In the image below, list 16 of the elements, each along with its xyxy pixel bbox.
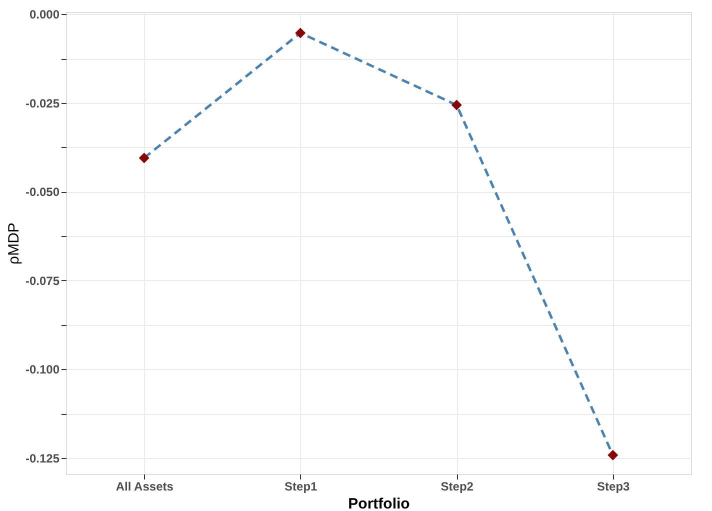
y-tick-label: -0.125 — [25, 452, 60, 466]
x-tick-label: Step3 — [597, 480, 630, 494]
y-tick-label: 0.000 — [29, 8, 60, 22]
y-tick-label: -0.050 — [25, 185, 60, 200]
y-tick-label: -0.075 — [25, 274, 60, 288]
point — [451, 100, 462, 110]
x-axis-title: Portfolio — [348, 496, 410, 511]
y-tick-label: -0.025 — [25, 96, 60, 110]
point — [295, 28, 306, 38]
point — [608, 450, 618, 460]
y-axis-title: ρMDP — [5, 222, 22, 264]
x-tick-label: Step1 — [284, 480, 318, 494]
point — [138, 152, 150, 164]
y-tick-label: -0.100 — [25, 362, 60, 377]
x-tick-label: All Assets — [116, 480, 174, 494]
x-tick-label: Step2 — [440, 480, 474, 494]
